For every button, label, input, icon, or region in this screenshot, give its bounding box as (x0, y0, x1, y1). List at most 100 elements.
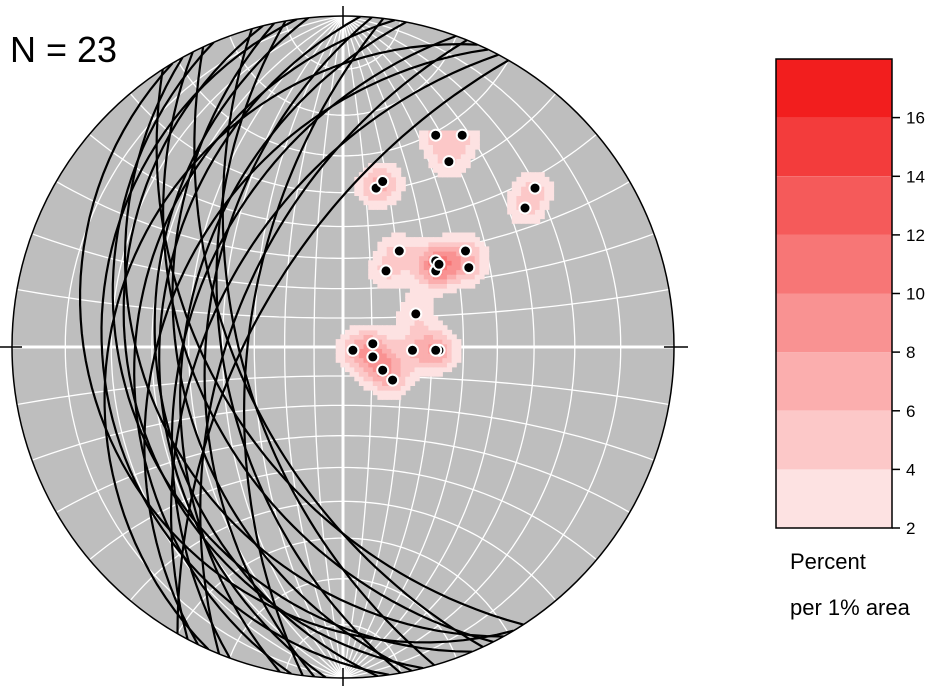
contour-cell (391, 163, 397, 169)
contour-cell (433, 278, 439, 284)
contour-cell (428, 237, 434, 243)
contour-cell (400, 343, 406, 349)
contour-cell (437, 158, 443, 164)
contour-cell (368, 380, 374, 386)
contour-cell (377, 264, 383, 271)
contour-cell (363, 357, 369, 363)
contour-cell (372, 385, 378, 391)
contour-cell (433, 158, 439, 164)
contour-cell (409, 366, 416, 373)
contour-cell (382, 343, 388, 349)
contour-cell (530, 200, 536, 206)
contour-cell (377, 357, 383, 363)
contour-cell (405, 376, 411, 382)
contour-cell (428, 144, 434, 150)
contour-cell (548, 190, 555, 196)
contour-cell (446, 130, 453, 136)
contour-cell (372, 269, 378, 275)
contour-cell (414, 357, 420, 363)
contour-cell (442, 237, 448, 243)
legend-title-line1: Percent (790, 549, 866, 574)
contour-cell (516, 186, 522, 192)
contour-cell (340, 339, 346, 345)
contour-cell (460, 144, 466, 150)
contour-cell (400, 186, 406, 192)
contour-cell (456, 237, 462, 243)
contour-cell (535, 218, 541, 224)
contour-cell (409, 334, 416, 340)
contour-cell (507, 190, 513, 196)
contour-cell (544, 195, 550, 201)
contour-cell (372, 362, 378, 368)
contour-cell (386, 357, 392, 363)
contour-cell (446, 343, 453, 349)
contour-cell (507, 209, 513, 215)
contour-cell (377, 283, 383, 289)
contour-cell (405, 353, 411, 359)
contour-cell (456, 343, 462, 349)
contour-cell (428, 153, 434, 159)
contour-cell (409, 269, 416, 275)
contour-cell (414, 260, 420, 266)
contour-cell (382, 190, 388, 196)
contour-cell (363, 172, 369, 178)
great-circle (161, 51, 494, 643)
pole-point (518, 201, 532, 215)
contour-cell (437, 251, 443, 257)
contour-cell (474, 237, 480, 243)
contour-cell (345, 353, 351, 359)
great-circle (111, 41, 473, 653)
contour-cell (484, 255, 490, 261)
contour-cell (414, 237, 420, 243)
contour-cell (391, 339, 397, 345)
contour-cell (511, 186, 517, 192)
contour-cell (386, 394, 392, 400)
contour-cell (470, 144, 476, 150)
contour-cell (368, 362, 374, 368)
contour-cell (405, 269, 411, 275)
contour-cell (400, 353, 406, 359)
contour-cell (377, 274, 383, 280)
contour-cell (377, 353, 383, 359)
pole-point (346, 343, 360, 357)
contour-cell (386, 172, 392, 178)
contour-cell (437, 357, 443, 363)
contour-cell (465, 255, 471, 261)
contour-cell (377, 394, 383, 400)
contour-cell (535, 172, 541, 178)
contour-cell (382, 237, 388, 243)
contour-cell (414, 339, 420, 345)
contour-cell (414, 366, 420, 373)
contour-cell (446, 329, 453, 335)
contour-cell (451, 130, 457, 136)
contour-cell (484, 251, 490, 257)
contour-cell (386, 181, 392, 187)
contour-cell (368, 376, 374, 382)
great-circle (122, 24, 424, 670)
contour-cell (372, 251, 378, 257)
contour-cell (451, 153, 457, 159)
contour-cell (446, 274, 453, 280)
contour-cell (423, 241, 429, 247)
contour-cell (423, 366, 429, 373)
contour-cell (437, 274, 443, 280)
contour-cell (423, 297, 429, 303)
contour-cell (433, 153, 439, 159)
contour-cell (446, 288, 453, 294)
contour-cell (414, 320, 420, 326)
contour-cell (340, 348, 346, 354)
contour-cell (391, 385, 397, 391)
contour-cell (396, 237, 402, 243)
contour-cell (386, 176, 392, 183)
contour-cell (396, 232, 402, 238)
contour-cell (396, 264, 402, 271)
contour-cell (405, 260, 411, 266)
contour-cell (335, 353, 341, 359)
contour-cell (511, 204, 517, 210)
contour-cell (349, 366, 355, 373)
contour-cell (349, 362, 355, 368)
contour-cell (349, 325, 355, 331)
contour-cell (405, 325, 411, 331)
contour-cell (396, 385, 402, 391)
contour-cell (405, 283, 411, 289)
